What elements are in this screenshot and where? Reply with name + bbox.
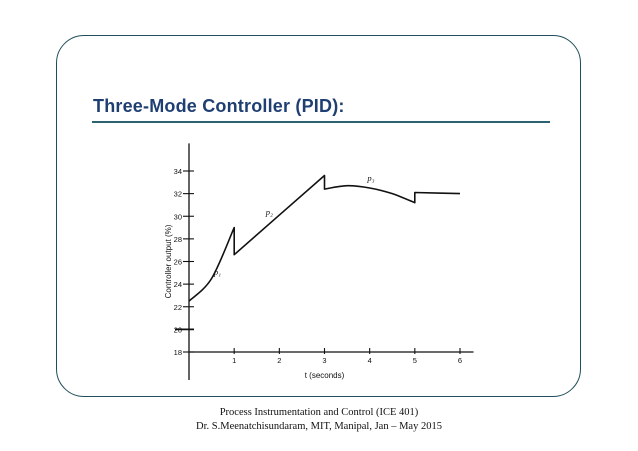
footer-course: Process Instrumentation and Control (ICE…: [219, 407, 419, 418]
y-tick-label: 26: [174, 258, 182, 267]
x-tick-label: 5: [413, 356, 417, 365]
y-tick-label: 22: [174, 303, 182, 312]
x-tick-label: 6: [458, 356, 462, 365]
annotation-p1: p₁: [213, 267, 221, 277]
y-axis-label: Controller output (%): [164, 224, 173, 298]
y-tick-label: 18: [174, 348, 182, 357]
annotation-p3: p₃: [366, 173, 374, 183]
controller-output-curve: [188, 174, 461, 302]
x-tick-label: 1: [232, 356, 236, 365]
title-divider: [92, 121, 550, 123]
y-tick-label: 34: [174, 167, 182, 176]
slide-title: Three-Mode Controller (PID):: [93, 96, 345, 116]
y-tick-label: 24: [174, 280, 182, 289]
annotation-p2: p₂: [265, 207, 273, 217]
x-axis-label: t (seconds): [305, 371, 345, 380]
y-tick-label: 30: [174, 212, 182, 221]
y-tick-label: 32: [174, 190, 182, 199]
y-tick-label: 28: [174, 235, 182, 244]
x-tick-label: 3: [322, 356, 326, 365]
y-tick-label: 20: [174, 325, 182, 334]
footer-author: Dr. S.Meenatchisundaram, MIT, Manipal, J…: [196, 421, 442, 432]
x-tick-label: 4: [368, 356, 372, 365]
x-tick-label: 2: [277, 356, 281, 365]
slide-frame: [56, 35, 581, 397]
